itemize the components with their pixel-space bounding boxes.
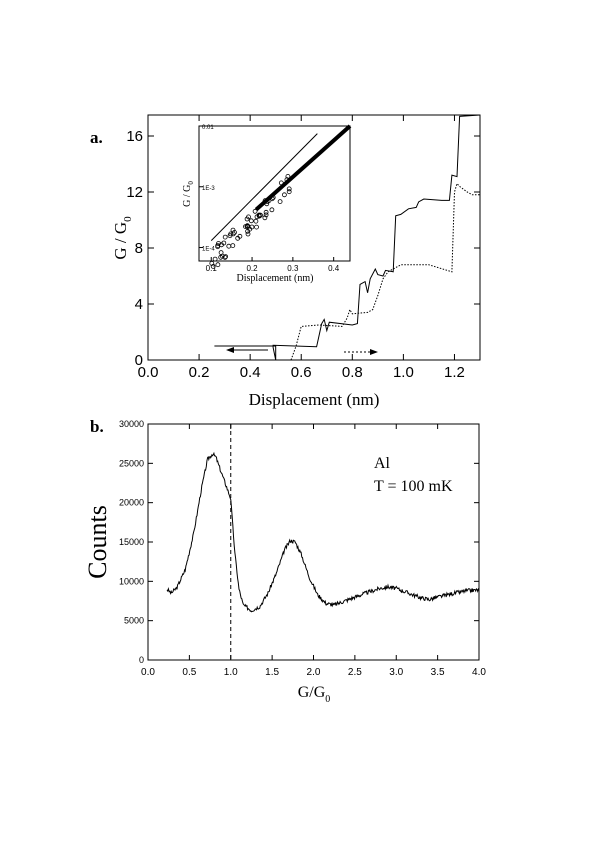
x-tick-label: 0.8: [342, 364, 363, 381]
panel-a-ticks: 0.0 0.2 0.4 0.6 0.8 1.0 1.2 0 4 8 12 16: [126, 115, 480, 381]
x-tick-label: 2.5: [348, 667, 362, 678]
inset-point: [253, 218, 259, 224]
inset-y-tick-label: 1E-4: [202, 247, 215, 253]
inset-point: [277, 199, 283, 205]
inset-point: [227, 233, 233, 239]
inset-point: [246, 214, 251, 220]
inset-point: [245, 224, 251, 229]
x-tick-label: 3.0: [389, 667, 403, 678]
panel-a-frame: [147, 114, 481, 361]
inset-point: [248, 218, 254, 224]
inset-point: [263, 212, 269, 218]
y-tick-label: 25000: [119, 458, 144, 468]
panel-label-b: b.: [90, 417, 104, 436]
temperature-label: T = 100 mK: [374, 478, 453, 495]
series-line-dotted: [290, 182, 480, 361]
x-tick-label: 2.0: [307, 667, 321, 678]
panel-b-ticks: 0.0 0.5 1.0 1.5 2.0 2.5 3.0 3.5 4.0 0 5000 10000 150…: [119, 419, 486, 678]
inset-point: [216, 241, 221, 246]
y-tick-label: 30000: [119, 419, 144, 429]
inset-ylabel: G / G0: [182, 181, 195, 207]
inset-point: [212, 256, 218, 262]
panel-a-lines: [214, 114, 481, 361]
inset-point: [278, 180, 284, 186]
y-tick-label: 12: [126, 184, 143, 201]
inset-point: [254, 224, 259, 230]
panel-b-xlabel: G/G0: [298, 684, 331, 705]
y-tick-label: 0: [135, 352, 143, 369]
inset-point: [222, 254, 228, 260]
y-tick-label: 15000: [119, 537, 144, 547]
right-arrow-head: [370, 349, 378, 355]
inset-point: [262, 215, 268, 221]
inset-x-tick-label: 0.3: [287, 264, 299, 273]
y-tick-label: 20000: [119, 498, 144, 508]
inset-x-tick-label: 0.4: [328, 264, 340, 273]
x-tick-label: 1.0: [393, 364, 414, 381]
counts-curve: [166, 451, 480, 613]
panel-a: a. 0.0 0.2 0.4 0.6 0.8 1.0 1.2 0 4 8 12 16 Displace…: [90, 114, 481, 409]
x-tick-label: 0.6: [291, 364, 312, 381]
inset-ticks: 0.1 0.2 0.3 0.4 1E-4 1E-3 0.01: [199, 125, 340, 273]
x-tick-label: 0.0: [138, 364, 159, 381]
inset-point: [226, 243, 232, 249]
inset-point: [222, 234, 228, 240]
inset-point: [269, 207, 275, 213]
x-tick-label: 1.2: [444, 364, 465, 381]
inset-point: [230, 227, 236, 233]
panel-b-ylabel: Counts: [83, 505, 112, 579]
inset-lines: [209, 124, 352, 269]
y-tick-label: 0: [139, 655, 144, 665]
panel-label-a: a.: [90, 128, 103, 147]
material-label: Al: [374, 455, 391, 472]
inset-point: [245, 231, 251, 237]
inset-point: [219, 242, 224, 248]
inset-y-tick-label: 0.01: [202, 125, 214, 131]
inset-point: [263, 209, 269, 215]
y-tick-label: 8: [135, 240, 143, 257]
y-tick-label: 10000: [119, 576, 144, 586]
inset-point: [235, 235, 241, 241]
panel-b: b. 0.0 0.5 1.0 1.5 2.0 2.5 3.0 3.5 4.0 0 5000 10000…: [83, 417, 486, 705]
inset-x-tick-label: 0.2: [246, 264, 258, 273]
inset-point: [223, 254, 229, 260]
panel-b-lines: [166, 424, 480, 660]
inset-reference-line: [210, 133, 318, 241]
panel-a-ylabel: G / G0: [111, 216, 134, 260]
series-line-solid: [214, 114, 481, 361]
x-tick-label: 0.0: [141, 667, 155, 678]
inset-plot: 0.1 0.2 0.3 0.4 1E-4 1E-3 0.01 Displacement (n…: [182, 124, 352, 284]
inset-point: [219, 253, 225, 259]
x-tick-label: 1.0: [224, 667, 238, 678]
x-tick-label: 0.2: [189, 364, 210, 381]
inset-point: [281, 192, 287, 198]
panel-b-frame: [147, 423, 480, 661]
x-tick-label: 4.0: [472, 667, 486, 678]
y-tick-label: 4: [135, 296, 143, 313]
x-tick-label: 3.5: [431, 667, 445, 678]
panel-a-xlabel: Displacement (nm): [249, 390, 380, 409]
left-arrow-head: [226, 347, 234, 353]
inset-y-tick-label: 1E-3: [202, 186, 215, 192]
inset-point: [286, 189, 292, 195]
inset-point: [210, 263, 216, 269]
inset-point: [284, 177, 290, 183]
x-tick-label: 1.5: [265, 667, 279, 678]
y-tick-label: 5000: [124, 616, 144, 626]
inset-point: [285, 173, 291, 179]
inset-xlabel: Displacement (nm): [237, 273, 314, 284]
x-tick-label: 0.4: [240, 364, 261, 381]
x-tick-label: 0.5: [182, 667, 196, 678]
inset-point: [270, 195, 276, 200]
inset-x-tick-label: 0.1: [206, 264, 218, 273]
inset-point: [286, 186, 292, 192]
inset-point: [215, 262, 221, 268]
inset-point: [256, 212, 262, 218]
inset-point: [252, 208, 258, 214]
inset-point: [262, 198, 268, 204]
y-tick-label: 16: [126, 128, 143, 145]
